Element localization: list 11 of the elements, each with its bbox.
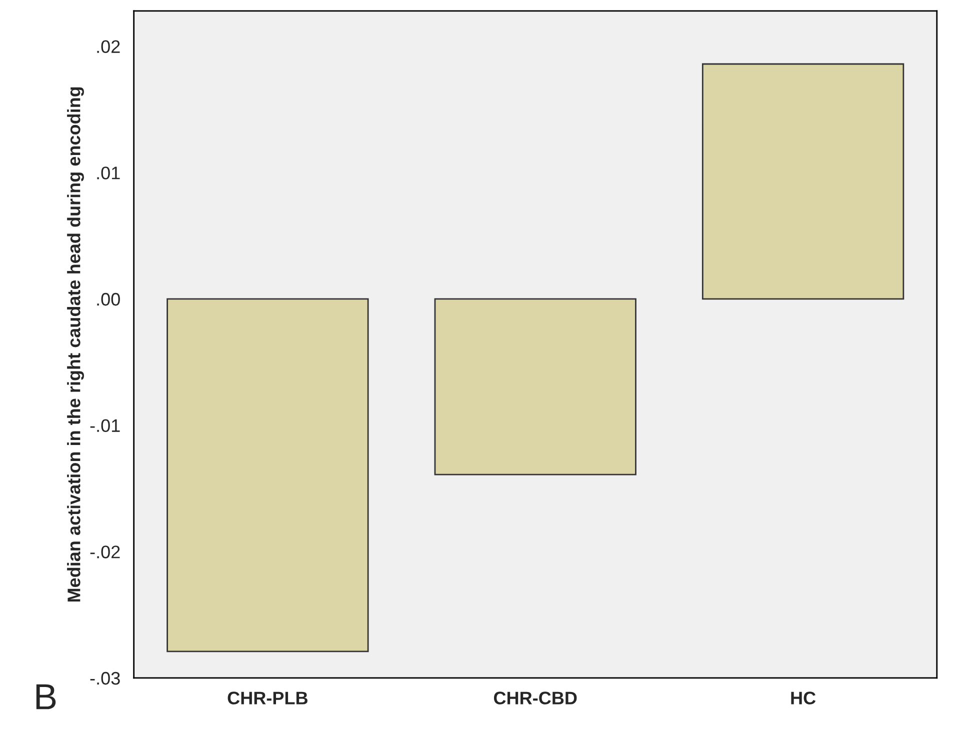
x-tick-label: CHR-PLB <box>228 692 308 704</box>
x-tick-label: HC <box>791 692 816 704</box>
y-axis-title: Median activation in the right caudate head during encoding <box>67 87 84 602</box>
y-tick-label: -.03 <box>90 672 120 685</box>
x-tick-label: CHR-CBD <box>494 692 577 704</box>
y-tick-label: .02 <box>97 40 120 54</box>
y-tick-label: .00 <box>97 292 120 306</box>
y-tick-label: .01 <box>97 166 120 180</box>
text: B <box>36 684 56 710</box>
y-tick-label: -.02 <box>90 546 120 558</box>
y-tick-label: -.01 <box>90 419 120 432</box>
